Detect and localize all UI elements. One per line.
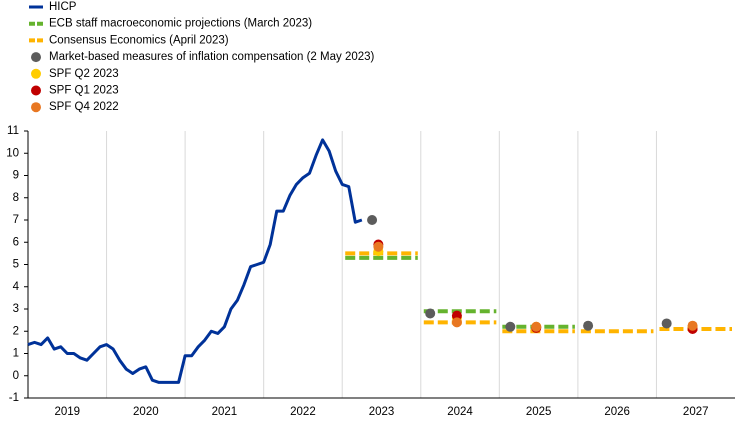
marker — [505, 321, 516, 332]
x-tick-label: 2023 — [369, 406, 395, 418]
y-tick-label: 5 — [13, 259, 19, 271]
marker — [373, 241, 384, 252]
y-tick-label: 1 — [13, 348, 19, 360]
x-tick-label: 2021 — [212, 406, 238, 418]
y-tick-label: -1 — [9, 392, 19, 404]
marker — [531, 321, 542, 332]
x-tick-label: 2022 — [290, 406, 316, 418]
x-tick-label: 2026 — [604, 406, 630, 418]
y-tick-label: 4 — [13, 281, 20, 293]
legend-swatch — [31, 102, 41, 113]
x-tick-label: 2020 — [133, 406, 159, 418]
legend-label: HICP — [49, 1, 77, 13]
marker — [583, 320, 594, 331]
legend-label: Consensus Economics (April 2023) — [49, 34, 229, 46]
legend-label: SPF Q1 2023 — [49, 85, 119, 97]
y-tick-label: 6 — [13, 236, 19, 248]
marker — [367, 215, 378, 225]
legend-swatch — [31, 52, 41, 63]
legend-swatch — [31, 68, 41, 79]
legend-label: SPF Q4 2022 — [49, 101, 119, 113]
y-tick-label: 11 — [7, 125, 19, 137]
marker — [661, 318, 672, 329]
marker — [425, 308, 436, 319]
hicp-line — [27, 138, 363, 384]
legend-swatch — [31, 85, 41, 96]
legend-label: Market-based measures of inflation compe… — [49, 51, 375, 63]
y-tick-label: 9 — [13, 170, 19, 182]
legend-label: SPF Q2 2023 — [49, 68, 119, 80]
x-tick-label: 2027 — [683, 406, 709, 418]
y-tick-label: 2 — [13, 325, 19, 337]
x-tick-label: 2024 — [447, 406, 473, 418]
y-tick-label: 3 — [13, 303, 19, 315]
y-tick-label: 10 — [6, 147, 19, 159]
y-tick-label: 7 — [13, 214, 19, 226]
y-tick-label: 8 — [13, 192, 19, 204]
legend-label: ECB staff macroeconomic projections (Mar… — [49, 18, 312, 30]
marker — [451, 317, 462, 328]
x-tick-label: 2019 — [54, 406, 80, 418]
marker — [687, 320, 698, 331]
x-tick-label: 2025 — [526, 406, 552, 418]
y-tick-label: 0 — [13, 370, 19, 382]
